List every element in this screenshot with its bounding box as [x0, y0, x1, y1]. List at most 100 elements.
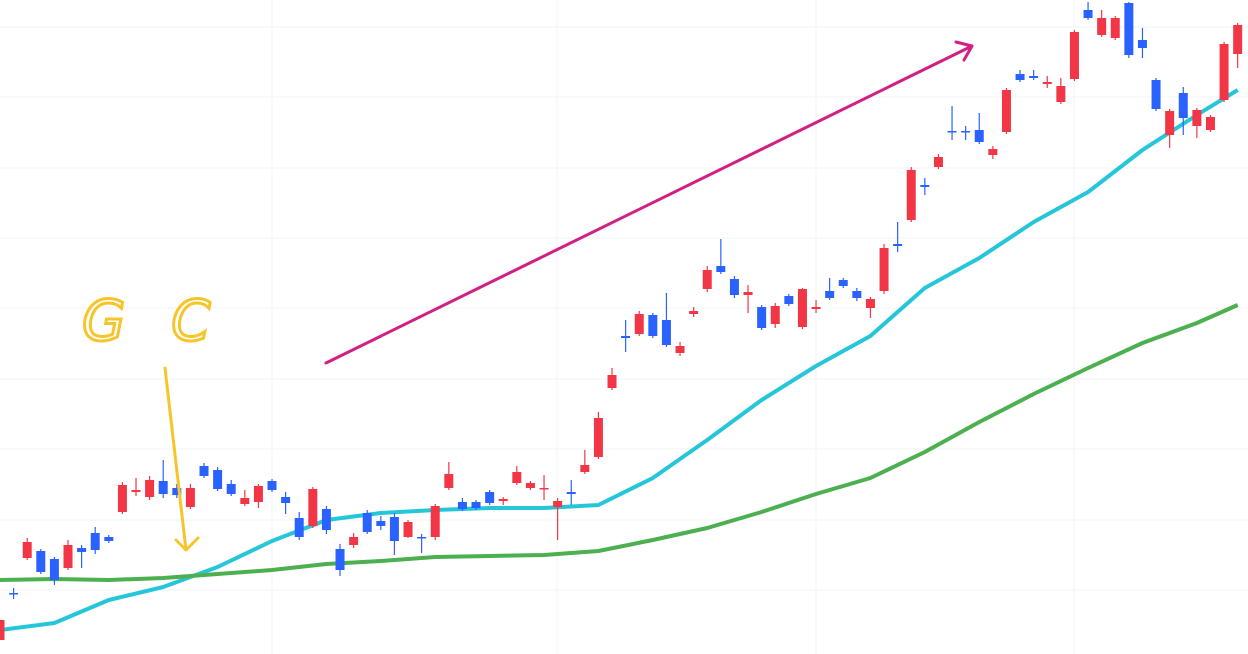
candle-body [471, 502, 481, 508]
candle-body [185, 488, 195, 507]
gc-arrow [163, 366, 200, 552]
candle-body [145, 480, 155, 497]
candle-body [376, 521, 386, 526]
candle-body [308, 489, 318, 526]
candle-body [457, 502, 467, 509]
candle-body [1015, 74, 1025, 80]
candle-body [621, 336, 631, 338]
candle-body [36, 551, 46, 572]
candle-body [661, 320, 671, 345]
candle-body [1069, 32, 1079, 79]
candle-body [1233, 25, 1243, 54]
candle-body [131, 490, 141, 492]
candle-body [240, 498, 250, 504]
candle-body [607, 375, 617, 388]
candle-body [716, 266, 726, 272]
candle-body [498, 499, 508, 501]
candle-body [172, 488, 182, 495]
candle-body [1083, 10, 1093, 18]
candle-body [362, 513, 372, 532]
candle-body [729, 279, 739, 295]
candle-body [226, 484, 236, 494]
candle-body [906, 170, 916, 220]
candle-body [349, 537, 359, 545]
candle-body [974, 130, 984, 142]
candle-body [933, 157, 943, 167]
trend-arrow [324, 40, 974, 365]
candle-body [1137, 40, 1147, 48]
candle-body [961, 131, 971, 133]
candle-body [1151, 80, 1161, 109]
candle-body [566, 492, 576, 494]
candle-body [49, 559, 59, 580]
candle-body [485, 492, 495, 503]
candle-body [770, 306, 780, 324]
candle-body [512, 472, 522, 483]
annotations: G C [81, 40, 974, 552]
candle-body [1165, 111, 1175, 135]
candle-body [294, 518, 304, 537]
candle-body [1042, 82, 1052, 84]
candle-body [253, 486, 263, 502]
candle-body [797, 289, 807, 327]
moving-average-line [0, 88, 1239, 632]
candle-body [920, 185, 930, 187]
candle-body [335, 549, 345, 570]
candle-body [1056, 86, 1066, 102]
candle-body [444, 474, 454, 488]
candle-body [1097, 18, 1107, 35]
candle-body [675, 346, 685, 353]
candle-body [852, 291, 862, 298]
candle-body [865, 299, 875, 308]
candle-body [417, 537, 427, 539]
candle-body [158, 481, 168, 494]
candle-body [281, 497, 291, 503]
candle-body [213, 470, 223, 489]
candle-body [947, 131, 957, 133]
candle-body [90, 533, 100, 550]
candle-body [430, 506, 440, 537]
candle-body [757, 307, 767, 328]
candle-body [648, 315, 658, 336]
candle-body [838, 280, 848, 286]
candle-body [634, 314, 644, 334]
candle-body [1001, 90, 1011, 132]
candle-body [104, 537, 114, 541]
moving-averages [0, 88, 1239, 632]
candle-body [199, 466, 209, 476]
candle-body [825, 291, 835, 298]
candle-body [22, 542, 32, 558]
candle-body [321, 509, 331, 530]
candle-body [580, 465, 590, 472]
candle-body [0, 620, 5, 640]
candle-body [63, 545, 73, 568]
candle-body [525, 483, 535, 488]
candle-body [1029, 76, 1039, 78]
candle-body [389, 517, 399, 541]
candle-body [593, 418, 603, 457]
candle-body [1219, 44, 1229, 100]
candle-body [403, 522, 413, 537]
candles [0, 2, 1243, 640]
candle-body [1110, 18, 1120, 38]
candle-body [1178, 93, 1188, 118]
candle-body [689, 311, 699, 314]
moving-average-line [0, 303, 1239, 582]
candle-body [1192, 110, 1202, 126]
candle-body [702, 270, 712, 289]
candle-body [9, 593, 19, 595]
annotation-text: G C [82, 289, 224, 354]
candle-body [77, 548, 87, 552]
candle-body [743, 292, 753, 295]
candle-body [1124, 3, 1134, 55]
candle-body [811, 307, 821, 309]
candle-body [988, 149, 998, 155]
candle-body [267, 481, 277, 490]
candle-body [117, 485, 127, 512]
candle-body [893, 244, 903, 246]
candle-body [539, 488, 549, 490]
candle-body [553, 501, 563, 507]
candle-body [1205, 117, 1215, 130]
